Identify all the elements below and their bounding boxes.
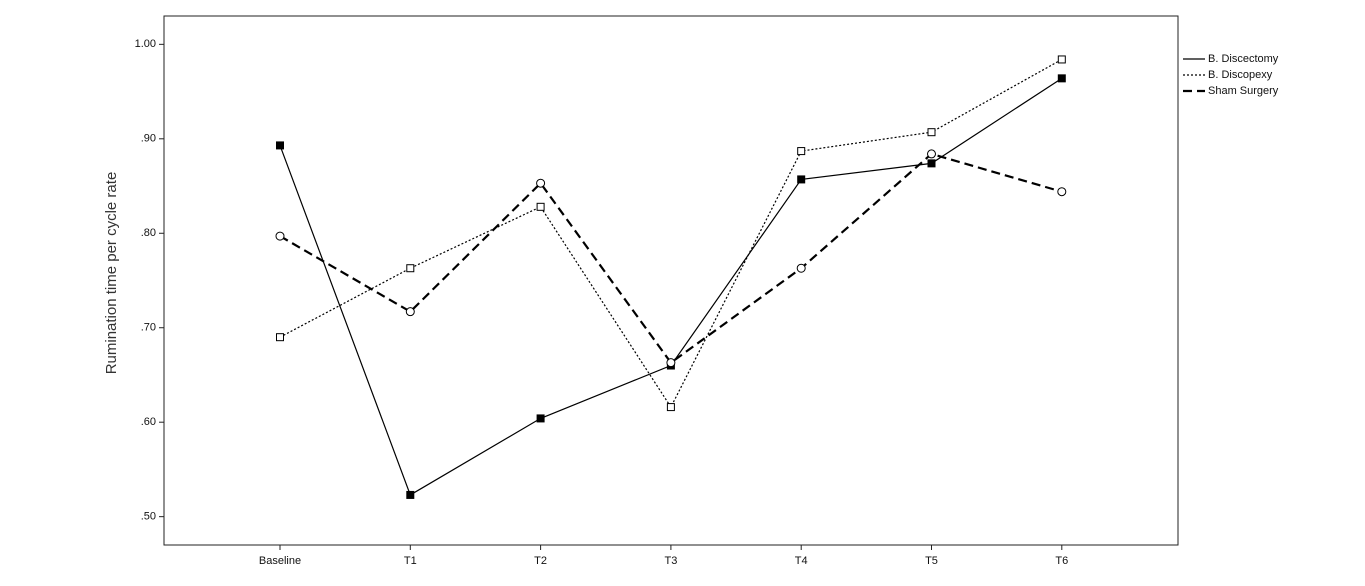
x-tick-label: T6 [1055, 555, 1068, 567]
point [536, 202, 545, 211]
point [406, 490, 415, 499]
point [406, 264, 415, 273]
plot-frame [163, 15, 1179, 546]
x-tick-label: T3 [664, 555, 677, 567]
series-line [279, 58, 1063, 409]
point [666, 403, 675, 412]
y-tick-label: .60 [141, 416, 156, 428]
point [927, 149, 936, 159]
x-tick-label: Baseline [259, 555, 301, 567]
y-tick-label: .50 [141, 511, 156, 523]
legend-label: Sham Surgery [1208, 85, 1279, 97]
point [1057, 187, 1067, 197]
y-axis-label: Rumination time per cycle rate [103, 172, 120, 375]
series-line [279, 152, 1063, 365]
point [405, 307, 415, 317]
point [927, 159, 936, 168]
point [1057, 74, 1066, 83]
x-tick-label: T2 [534, 555, 547, 567]
y-tick-label: .80 [141, 227, 156, 239]
point [796, 263, 806, 273]
legend-label: B. Discopexy [1208, 69, 1273, 81]
point [276, 333, 284, 342]
point [275, 231, 285, 241]
y-tick-label: 1.00 [135, 38, 156, 50]
point [797, 175, 806, 184]
legend-label: B. Discectomy [1208, 53, 1279, 65]
point [797, 147, 806, 156]
point [536, 178, 546, 188]
point [536, 414, 545, 423]
point [1057, 55, 1066, 64]
x-tick-label: T4 [795, 555, 808, 567]
x-tick-label: T5 [925, 555, 938, 567]
series-line [279, 77, 1063, 496]
y-tick-label: .70 [141, 322, 156, 334]
point [927, 128, 936, 137]
y-tick-label: .90 [141, 133, 156, 145]
x-tick-label: T1 [404, 555, 417, 567]
point [666, 358, 676, 368]
point [276, 141, 284, 150]
